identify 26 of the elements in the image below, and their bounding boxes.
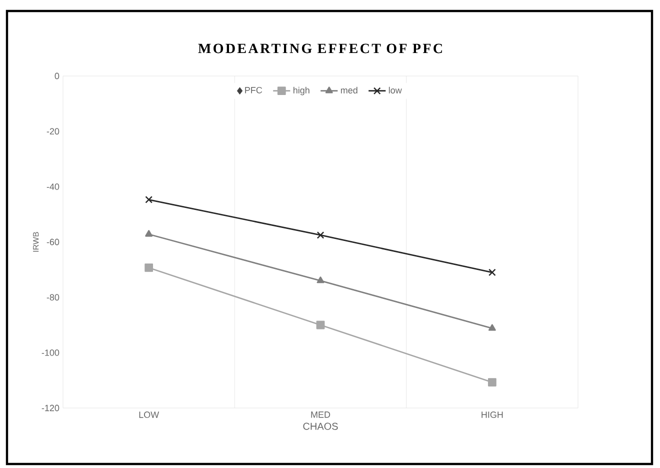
- y-tick-label: 0: [54, 72, 60, 80]
- point: [316, 276, 324, 284]
- point: [488, 378, 496, 386]
- y-tick-label: -100: [42, 349, 60, 356]
- legend-label: med: [340, 86, 358, 94]
- legend-label: high: [294, 86, 310, 96]
- x-axis-title: CHAOS: [303, 422, 338, 430]
- point: [144, 264, 154, 272]
- point: [145, 230, 153, 237]
- y-tick-label: -20: [46, 128, 60, 135]
- point: [145, 196, 152, 204]
- y-tick-label: -120: [42, 404, 60, 412]
- chart-title: MODEARTING EFFECT OF PFC: [198, 44, 442, 54]
- x-tick-label: HIGH: [482, 412, 503, 418]
- point: [488, 324, 496, 331]
- point: [316, 320, 325, 330]
- x-tick-label: MED: [311, 412, 330, 418]
- legend-label: PFC: [245, 86, 262, 94]
- y-tick-label: -40: [46, 183, 60, 190]
- x-tick-label: LOW: [139, 412, 160, 418]
- y-tick-label: -60: [46, 238, 60, 246]
- y-axis-title: IRWB: [33, 232, 39, 252]
- legend-label: low: [388, 86, 402, 94]
- point: [488, 268, 496, 276]
- y-tick-label: -80: [46, 294, 60, 301]
- point: [317, 232, 324, 239]
